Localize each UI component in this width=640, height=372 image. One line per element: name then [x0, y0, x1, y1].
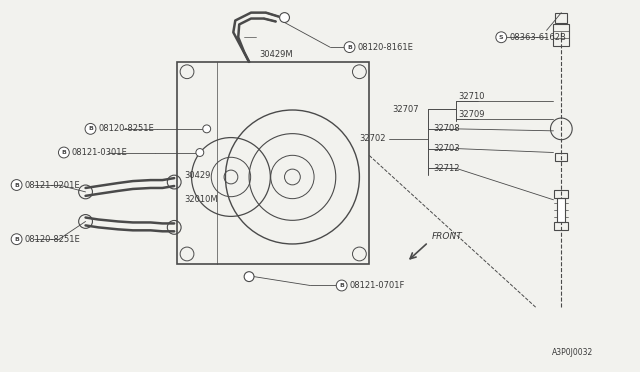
Text: 08121-0201E: 08121-0201E [24, 180, 80, 189]
Text: 08363-6162B: 08363-6162B [509, 33, 566, 42]
Text: 08121-0301E: 08121-0301E [72, 148, 127, 157]
Text: 32710: 32710 [458, 92, 484, 101]
Text: 32708: 32708 [433, 124, 460, 134]
Text: 32702: 32702 [360, 134, 386, 143]
Circle shape [244, 272, 254, 282]
Text: 32010M: 32010M [184, 195, 218, 204]
Text: B: B [88, 126, 93, 131]
Text: B: B [339, 283, 344, 288]
Circle shape [11, 180, 22, 190]
Circle shape [58, 147, 69, 158]
Circle shape [196, 148, 204, 157]
Text: B: B [61, 150, 67, 155]
Text: B: B [14, 237, 19, 242]
Text: 08120-8251E: 08120-8251E [99, 124, 154, 134]
Text: 08120-8161E: 08120-8161E [357, 43, 413, 52]
Text: 30429M: 30429M [259, 49, 292, 58]
Circle shape [280, 13, 289, 22]
Text: A3P0J0032: A3P0J0032 [552, 348, 593, 357]
Text: 32707: 32707 [392, 105, 419, 114]
FancyBboxPatch shape [557, 198, 565, 222]
Text: 08120-8251E: 08120-8251E [24, 235, 80, 244]
Text: 32709: 32709 [458, 110, 484, 119]
Text: FRONT: FRONT [431, 232, 462, 241]
Circle shape [344, 42, 355, 52]
Text: S: S [499, 35, 504, 40]
Circle shape [203, 125, 211, 133]
Text: 08121-0701F: 08121-0701F [349, 281, 405, 290]
Text: 30429: 30429 [184, 171, 211, 180]
Circle shape [11, 234, 22, 245]
Text: B: B [14, 183, 19, 187]
Text: 32703: 32703 [433, 144, 460, 153]
Text: B: B [347, 45, 352, 49]
Text: 32712: 32712 [433, 164, 460, 173]
Circle shape [336, 280, 347, 291]
Circle shape [496, 32, 507, 43]
Circle shape [85, 124, 96, 134]
